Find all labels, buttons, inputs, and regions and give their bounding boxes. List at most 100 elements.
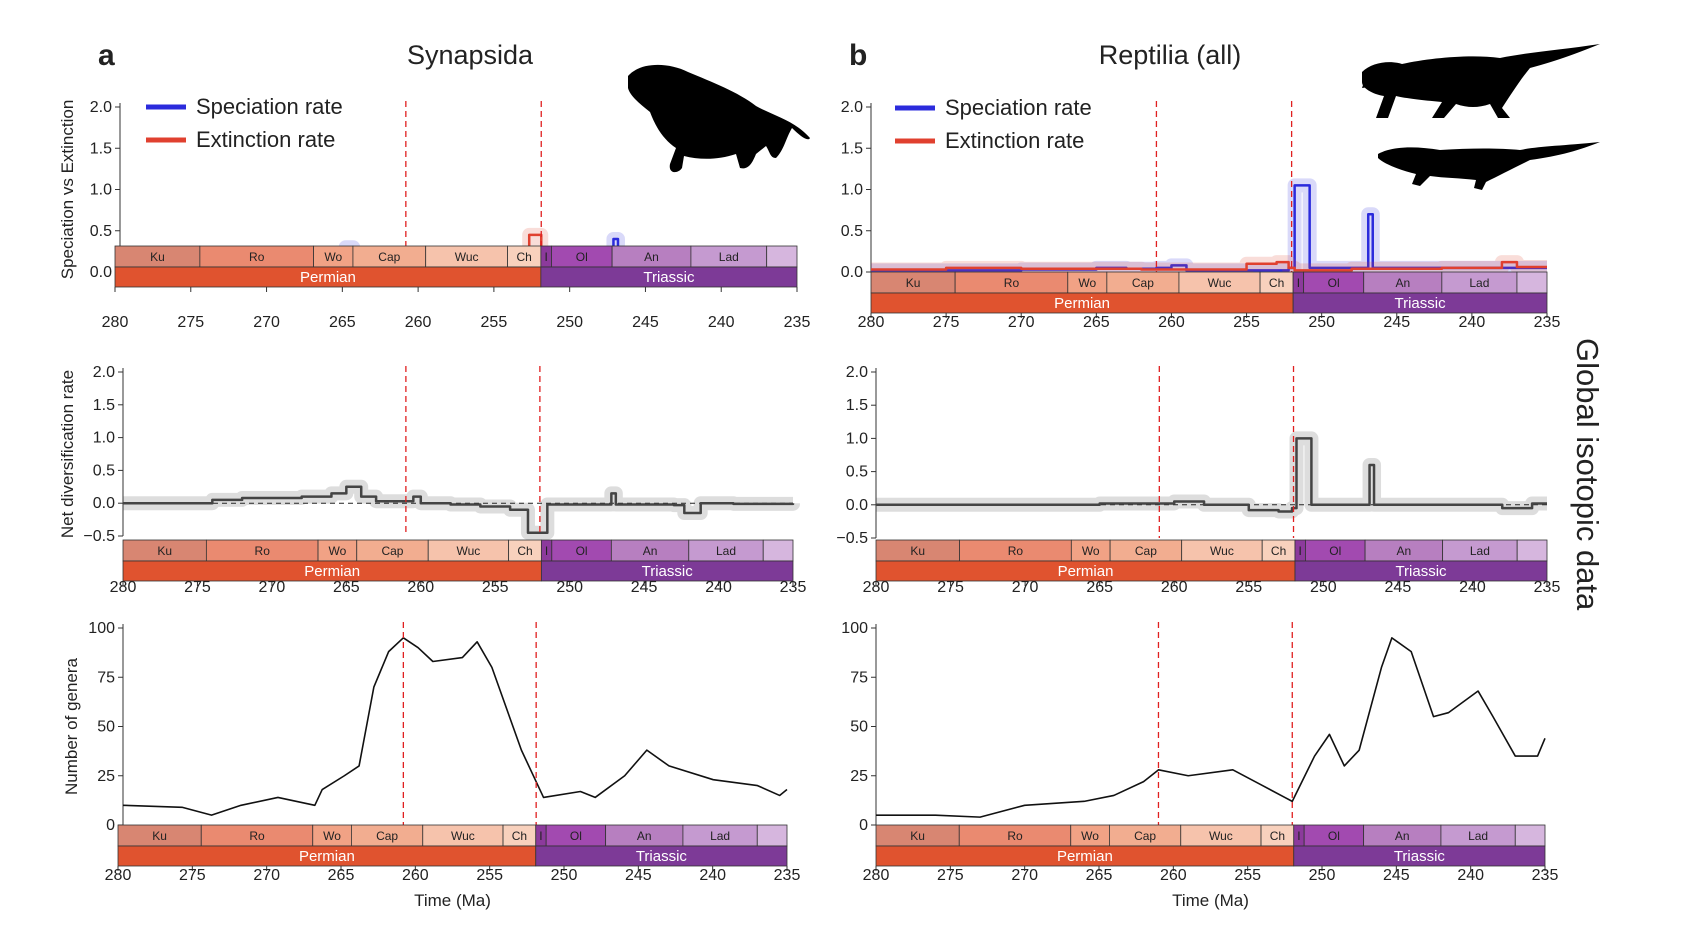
y-tick-label: −0.5 <box>836 530 868 547</box>
stage-label: Lad <box>1469 276 1489 290</box>
stage-label: Ro <box>249 250 265 264</box>
stage-label: Cap <box>1132 276 1154 290</box>
stage-label: Ro <box>255 544 271 558</box>
x-axis-label: Time (Ma) <box>1172 891 1249 910</box>
stage-label: An <box>1395 276 1410 290</box>
stage-label: Cap <box>1134 829 1156 843</box>
panel-title-b: Reptilia (all) <box>1099 40 1242 70</box>
period-cell <box>1292 292 1548 314</box>
stage-label: Ol <box>576 250 588 264</box>
y-axis-label: Speciation vs Extinction <box>58 100 77 280</box>
x-tick-label: 245 <box>632 314 659 331</box>
x-tick-label: 250 <box>556 314 583 331</box>
y-tick-label: 2.0 <box>841 99 863 116</box>
header-a: a Synapsida <box>98 39 534 72</box>
period-label: Permian <box>300 269 356 286</box>
x-tick-label: 240 <box>705 579 732 596</box>
x-tick-label: 255 <box>481 314 508 331</box>
y-tick-label: 25 <box>850 768 868 785</box>
stage-label: Cap <box>378 250 400 264</box>
series-uncertainty-band <box>123 479 800 540</box>
x-tick-label: 280 <box>110 579 137 596</box>
stage-label: Ku <box>910 829 925 843</box>
stage-label: An <box>1397 544 1412 558</box>
x-tick-label: 245 <box>1383 867 1410 884</box>
x-tick-label: 280 <box>105 867 132 884</box>
x-tick-label: 250 <box>1308 314 1335 331</box>
x-tick-label: 245 <box>1383 314 1410 331</box>
stage-label: Ch <box>517 250 532 264</box>
stage-label: An <box>1395 829 1410 843</box>
x-tick-label: 275 <box>184 579 211 596</box>
period-label: Permian <box>1058 563 1114 580</box>
stage-cell <box>762 539 794 562</box>
panel-b-mid: −0.5 0.0 0.5 1.0 1.5 2.0 Ku Ro Wo Cap Wuc Ch I Ol An La… <box>836 364 1560 596</box>
stage-label: I <box>1299 544 1302 558</box>
x-tick-label: 235 <box>1532 867 1559 884</box>
y-tick-label: 75 <box>97 669 115 686</box>
stage-label: Wo <box>1081 829 1099 843</box>
period-cell <box>540 266 798 288</box>
x-tick-label: 250 <box>551 867 578 884</box>
y-tick-label: 2.0 <box>846 364 868 381</box>
y-tick-label: 0.0 <box>90 264 112 281</box>
x-tick-label: 265 <box>1083 314 1110 331</box>
x-tick-label: 235 <box>784 314 811 331</box>
x-tick-label: 255 <box>482 579 509 596</box>
period-label: Triassic <box>1395 295 1447 312</box>
legend-label-extinction: Extinction rate <box>196 127 335 152</box>
stage-label: Wuc <box>1208 276 1232 290</box>
period-label: Permian <box>304 563 360 580</box>
x-tick-label: 245 <box>631 579 658 596</box>
stage-label: Ku <box>150 250 165 264</box>
stage-label: I <box>545 544 548 558</box>
stage-label: An <box>644 250 659 264</box>
x-tick-label: 235 <box>1534 314 1561 331</box>
x-tick-label: 255 <box>1233 314 1260 331</box>
period-label: Permian <box>1057 848 1113 865</box>
stage-label: I <box>539 829 542 843</box>
stage-cell <box>1516 271 1548 294</box>
stage-label: Wo <box>324 250 342 264</box>
y-tick-label: 0.0 <box>846 497 868 514</box>
stage-label: Lad <box>1470 544 1490 558</box>
x-tick-label: 265 <box>1086 867 1113 884</box>
series-line-speciation-rate <box>871 184 1547 272</box>
x-tick-label: 240 <box>708 314 735 331</box>
y-tick-label: 1.0 <box>90 182 112 199</box>
panel-a-bottom: 0 25 50 75 100 Number of genera Ku Ro Wo Cap Wuc Ch… <box>62 620 800 910</box>
y-tick-label: 0.5 <box>846 464 868 481</box>
x-tick-label: 280 <box>102 314 129 331</box>
x-tick-label: 280 <box>858 314 885 331</box>
x-tick-label: 270 <box>1011 867 1038 884</box>
archosaur-silhouette-icon <box>1362 44 1600 118</box>
x-tick-label: 260 <box>1160 867 1187 884</box>
stage-label: Wuc <box>451 829 475 843</box>
x-tick-label: 270 <box>1008 314 1035 331</box>
x-tick-label: 235 <box>774 867 801 884</box>
y-tick-label: 0.0 <box>93 495 115 512</box>
x-tick-label: 255 <box>1235 579 1262 596</box>
x-tick-label: 240 <box>699 867 726 884</box>
x-tick-label: 255 <box>1234 867 1261 884</box>
stage-label: I <box>545 250 548 264</box>
series-line-genera <box>122 637 788 816</box>
period-cell <box>1293 845 1546 867</box>
series-uncertainty-band <box>871 178 1547 278</box>
period-cell <box>1294 560 1548 582</box>
stage-label: Ro <box>1007 829 1023 843</box>
x-tick-label: 275 <box>179 867 206 884</box>
x-tick-label: 270 <box>259 579 286 596</box>
stage-label: Ol <box>1329 544 1341 558</box>
y-tick-label: 0 <box>106 817 115 834</box>
y-axis-label: Number of genera <box>62 657 81 795</box>
stage-label: Cap <box>381 544 403 558</box>
x-tick-label: 240 <box>1459 314 1486 331</box>
panel-title-a: Synapsida <box>407 40 534 70</box>
x-tick-label: 260 <box>405 314 432 331</box>
stage-label: Wuc <box>455 250 479 264</box>
x-tick-label: 260 <box>402 867 429 884</box>
stage-label: I <box>1297 829 1300 843</box>
y-tick-label: 0.0 <box>841 264 863 281</box>
